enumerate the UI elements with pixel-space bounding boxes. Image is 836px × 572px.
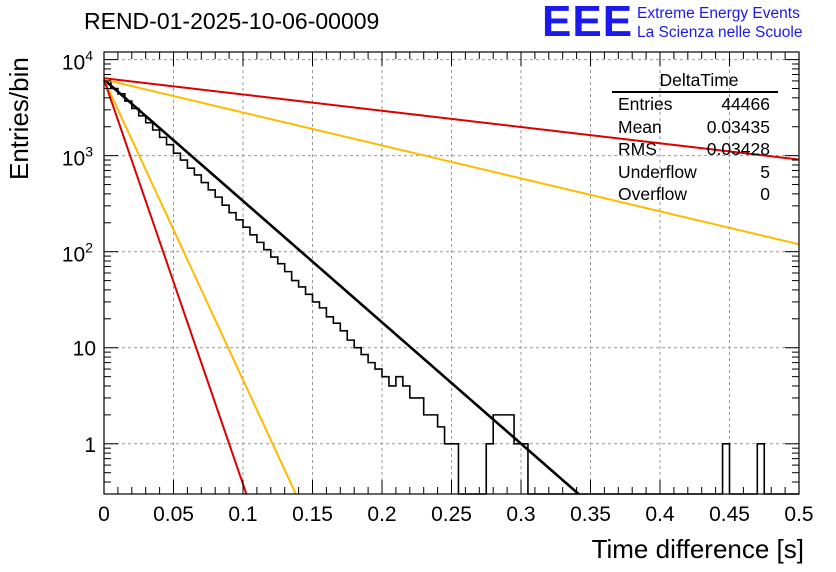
x-tick-label: 0.2: [367, 503, 396, 526]
curve-red-slow: [103, 77, 800, 161]
x-tick-label: 0.4: [645, 503, 675, 526]
stats-box: DeltaTime Entries 44466 Mean 0.03435 RMS…: [612, 70, 778, 206]
y-tick-label: 102: [62, 240, 93, 267]
stats-label: Overflow: [618, 184, 688, 204]
y-axis-label: Entries/bin: [4, 57, 34, 180]
logo-line-2: La Scienza nelle Scuole: [637, 24, 803, 41]
axis-layer: 0 0.05 0.1 0.15 0.2 0.25 0.3 0.35 0.4 0.45 0.5 1 10 1…: [62, 48, 814, 526]
stats-value: 0: [760, 184, 770, 204]
x-axis-label: Time difference [s]: [591, 534, 804, 564]
eee-logo: EEE: [542, 0, 634, 46]
x-tick-label: 0.05: [153, 503, 194, 526]
y-tick-label: 104: [62, 48, 93, 75]
x-tick-label: 0.5: [784, 503, 813, 526]
x-tick-label: 0.15: [292, 503, 333, 526]
y-tick-label: 10: [73, 338, 96, 361]
y-tick-label: 1: [84, 434, 96, 457]
x-tick-label: 0.1: [228, 503, 257, 526]
stats-label: Mean: [618, 116, 662, 137]
x-tick-label: 0.3: [506, 503, 535, 526]
stats-value: 5: [760, 161, 770, 182]
stats-value: 44466: [721, 94, 770, 114]
stats-row-overflow: Overflow 0: [612, 183, 778, 206]
stats-row-rms: RMS 0.03428: [612, 138, 778, 161]
curve-red-fast: [103, 79, 248, 495]
curve-fit: [103, 78, 580, 495]
curve-orange-fast: [103, 79, 297, 495]
stats-title: DeltaTime: [612, 70, 778, 93]
curve-layer: [103, 77, 800, 495]
x-tick-label: 0.45: [709, 503, 750, 526]
stats-label: Underflow: [618, 161, 697, 182]
stats-row-entries: Entries 44466: [612, 93, 778, 116]
stats-value: 0.03435: [706, 116, 770, 137]
y-tick-label: 103: [62, 144, 93, 171]
x-tick-label: 0.25: [431, 503, 472, 526]
stats-value: 0.03428: [706, 139, 770, 159]
logo-line-1: Extreme Energy Events: [637, 5, 800, 22]
stats-row-underflow: Underflow 5: [612, 161, 778, 184]
x-tick-label: 0.35: [570, 503, 611, 526]
stats-label: RMS: [618, 139, 657, 159]
stats-label: Entries: [618, 94, 673, 114]
chart-title: REND-01-2025-10-06-00009: [84, 8, 380, 34]
grid-layer: [104, 52, 799, 494]
curve-orange-slow: [103, 78, 800, 246]
x-tick-label: 0: [98, 503, 110, 526]
stats-row-mean: Mean 0.03435: [612, 116, 778, 139]
